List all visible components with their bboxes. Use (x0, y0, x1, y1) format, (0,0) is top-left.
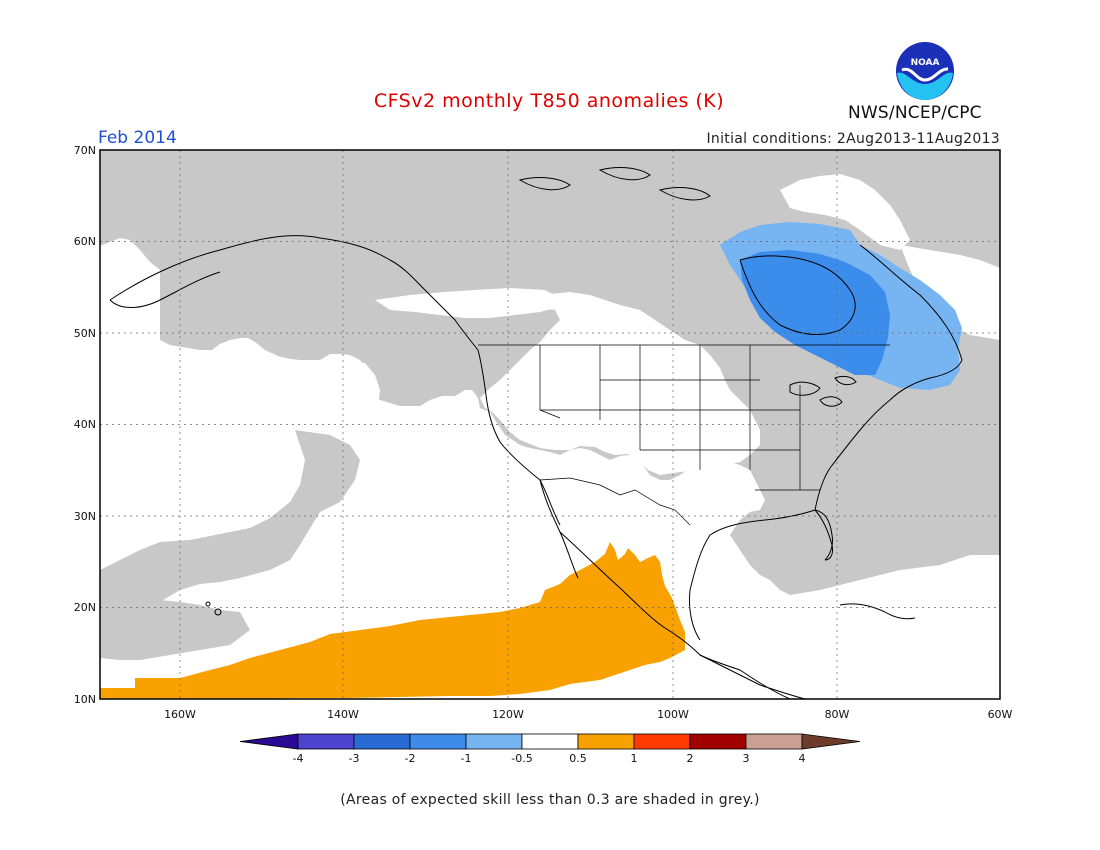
footnote: (Areas of expected skill less than 0.3 a… (340, 792, 760, 808)
colorbar-swatch (745, 733, 803, 750)
lat-label: 30N (74, 510, 96, 523)
initial-conditions: Initial conditions: 2Aug2013-11Aug2013 (706, 131, 1000, 147)
colorbar-swatch (521, 733, 579, 750)
longitude-labels: 160W 140W 120W 100W 80W 60W (164, 708, 1012, 721)
forecast-period: Feb 2014 (98, 128, 177, 148)
colorbar-swatch (633, 733, 691, 750)
lon-label: 140W (327, 708, 359, 721)
colorbar-label: -2 (405, 752, 416, 765)
colorbar-label: -0.5 (511, 752, 532, 765)
colorbar-swatch (465, 733, 523, 750)
colorbar-label: -1 (461, 752, 472, 765)
agency-name: NWS/NCEP/CPC (848, 103, 982, 123)
lat-label: 10N (74, 693, 96, 706)
colorbar-arrow-right (801, 733, 860, 750)
cold-anomaly-region (720, 222, 962, 390)
lon-label: 120W (492, 708, 524, 721)
colorbar-label: -4 (293, 752, 304, 765)
map-title: CFSv2 monthly T850 anomalies (K) (373, 90, 725, 112)
map-frame (99, 149, 1001, 700)
colorbar-label: -3 (349, 752, 360, 765)
colorbar-swatch (577, 733, 635, 750)
colorbar-swatch (297, 733, 355, 750)
colorbar-label: 0.5 (569, 752, 587, 765)
lat-label: 50N (74, 327, 96, 340)
noaa-logo-text: NOAA (911, 58, 940, 68)
graticule (100, 150, 1000, 699)
anomaly-map: 70N 60N 50N 40N 30N 20N 10N 160W 140W 12… (74, 144, 1013, 721)
lat-label: 70N (74, 144, 96, 157)
political-borders (478, 344, 890, 526)
lat-label: 60N (74, 235, 96, 248)
color-legend: -4 -3 -2 -1 -0.5 0.5 1 2 3 4 (240, 733, 860, 765)
colorbar-swatch (689, 733, 747, 750)
lon-label: 100W (657, 708, 689, 721)
colorbar-label: 1 (631, 752, 638, 765)
colorbar-swatch (353, 733, 411, 750)
lon-label: 80W (825, 708, 850, 721)
colorbar-swatch (409, 733, 467, 750)
lat-label: 40N (74, 418, 96, 431)
lon-label: 60W (988, 708, 1013, 721)
coastlines (109, 167, 963, 700)
latitude-labels: 70N 60N 50N 40N 30N 20N 10N (74, 144, 96, 706)
colorbar-label: 2 (687, 752, 694, 765)
lat-label: 20N (74, 601, 96, 614)
colorbar-label: 3 (743, 752, 750, 765)
high-skill-white-areas (100, 174, 1000, 584)
noaa-logo: NOAA (895, 41, 955, 101)
colorbar-arrow-left (240, 733, 299, 750)
lon-label: 160W (164, 708, 196, 721)
colorbar-label: 4 (799, 752, 806, 765)
warm-anomaly-region (100, 542, 685, 699)
